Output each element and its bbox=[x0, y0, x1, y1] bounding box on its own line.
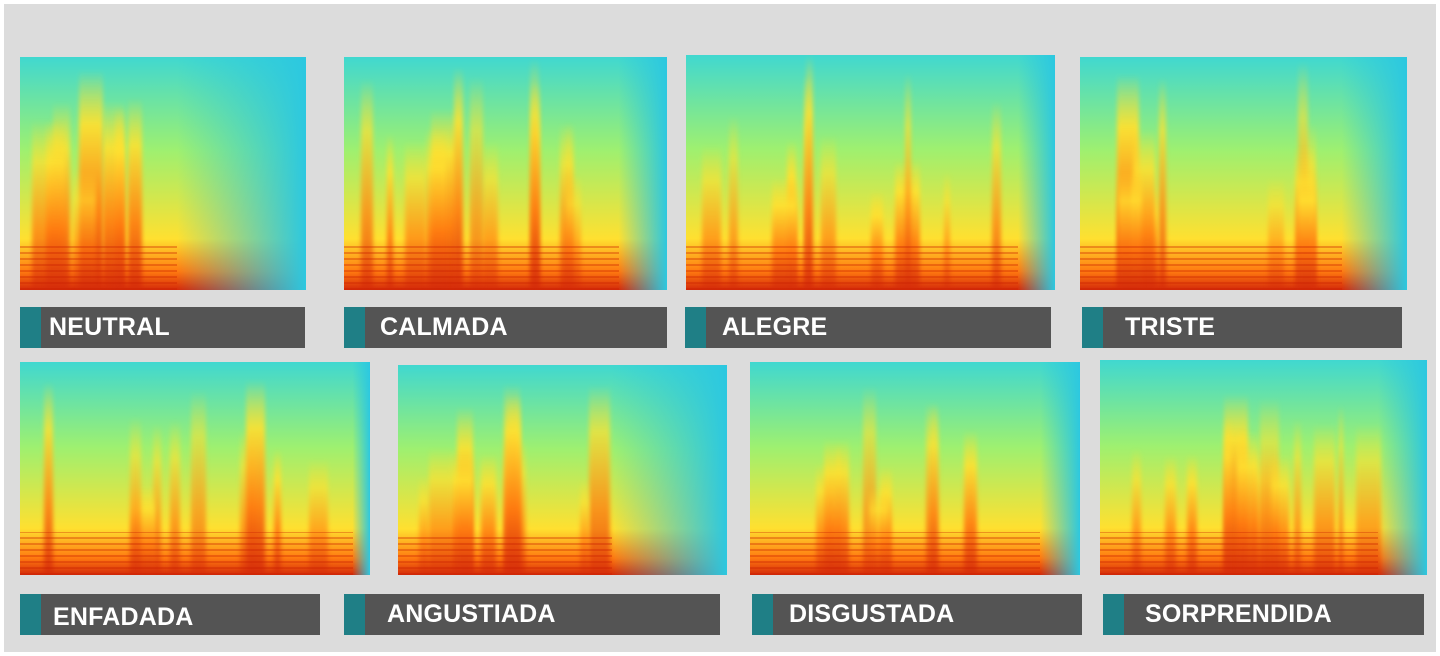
spectrogram-harmonics bbox=[20, 243, 178, 290]
spectrogram-enfadada bbox=[20, 362, 370, 575]
spectrogram-band bbox=[504, 384, 520, 575]
label-text: DISGUSTADA bbox=[789, 600, 955, 628]
spectrogram-sorprendida bbox=[1100, 360, 1427, 575]
spectrogram-band bbox=[588, 384, 610, 575]
spectrogram-band bbox=[580, 479, 590, 575]
spectrogram-neutral bbox=[20, 57, 306, 290]
spectrogram-band bbox=[425, 128, 447, 290]
spectrogram-harmonics bbox=[20, 532, 353, 575]
accent-tab bbox=[344, 594, 365, 635]
spectrogram-angustiada bbox=[398, 365, 727, 575]
spectrogram-band bbox=[1118, 170, 1143, 290]
spectrogram-band bbox=[190, 389, 207, 575]
spectrogram-band bbox=[152, 423, 161, 575]
spectrogram-band bbox=[129, 416, 142, 575]
spectrogram-band bbox=[454, 66, 464, 290]
spectrogram-band bbox=[820, 134, 837, 290]
spectrogram-band bbox=[273, 449, 281, 575]
accent-tab bbox=[685, 307, 706, 348]
label-text: ANGUSTIADA bbox=[387, 600, 556, 628]
label-text: SORPRENDIDA bbox=[1145, 600, 1332, 628]
spectrogram-band bbox=[470, 76, 483, 290]
spectrogram-band bbox=[128, 98, 143, 290]
spectrogram-band bbox=[868, 487, 889, 575]
spectrogram-band bbox=[905, 72, 912, 290]
label-sorprendida: SORPRENDIDA bbox=[1103, 594, 1424, 635]
label-alegre: ALEGRE bbox=[685, 307, 1051, 348]
spectrogram-band bbox=[309, 459, 329, 575]
spectrogram-band bbox=[729, 114, 738, 290]
spectrogram-band bbox=[1356, 423, 1382, 575]
accent-tab bbox=[1103, 594, 1124, 635]
spectrogram-band bbox=[565, 175, 582, 290]
spectrogram-band bbox=[170, 420, 181, 575]
spectrogram-harmonics bbox=[1100, 532, 1378, 575]
spectrogram-band bbox=[246, 379, 266, 575]
spectrogram-band bbox=[1187, 454, 1198, 575]
spectrogram-triste bbox=[1080, 57, 1407, 290]
label-text: NEUTRAL bbox=[49, 313, 170, 341]
spectrogram-alegre bbox=[686, 55, 1055, 290]
spectrogram-band bbox=[418, 476, 429, 575]
spectrogram-band bbox=[806, 55, 814, 290]
label-text: ENFADADA bbox=[53, 603, 194, 631]
label-angustiada: ANGUSTIADA bbox=[344, 594, 720, 635]
label-triste: TRISTE bbox=[1082, 307, 1402, 348]
spectrogram-band bbox=[530, 58, 539, 290]
spectrogram-band bbox=[43, 381, 54, 575]
spectrogram-band bbox=[1164, 454, 1176, 575]
spectrogram-band bbox=[73, 169, 97, 290]
accent-tab bbox=[1082, 307, 1103, 348]
label-enfadada: ENFADADA bbox=[20, 594, 320, 635]
spectrogram-harmonics bbox=[750, 532, 1041, 575]
spectrogram-disgustada bbox=[750, 362, 1080, 575]
spectrogram-band bbox=[1338, 405, 1344, 575]
spectrogram-band bbox=[963, 430, 977, 575]
spectrogram-harmonics bbox=[1080, 243, 1342, 290]
label-disgustada: DISGUSTADA bbox=[752, 594, 1082, 635]
spectrogram-band bbox=[1158, 78, 1166, 290]
spectrogram-calmada bbox=[344, 57, 667, 290]
label-text: TRISTE bbox=[1125, 313, 1216, 341]
spectrogram-band bbox=[992, 101, 1002, 290]
label-calmada: CALMADA bbox=[344, 307, 667, 348]
spectrogram-band bbox=[386, 133, 394, 290]
spectrogram-base bbox=[344, 57, 667, 290]
spectrogram-band bbox=[1224, 417, 1232, 575]
spectrogram-band bbox=[870, 191, 884, 290]
spectrogram-band bbox=[1131, 449, 1142, 575]
spectrogram-band bbox=[480, 453, 497, 575]
accent-tab bbox=[752, 594, 773, 635]
accent-tab bbox=[344, 307, 365, 348]
spectrogram-harmonics bbox=[344, 243, 619, 290]
spectrogram-band bbox=[1313, 423, 1335, 575]
spectrogram-band bbox=[1270, 456, 1290, 575]
spectrogram-band bbox=[483, 142, 499, 290]
accent-tab bbox=[20, 307, 41, 348]
spectrogram-band bbox=[405, 140, 427, 290]
spectrogram-band bbox=[1294, 419, 1301, 575]
label-text: ALEGRE bbox=[722, 313, 828, 341]
spectrogram-band bbox=[1268, 177, 1284, 290]
label-neutral: NEUTRAL bbox=[20, 307, 305, 348]
spectrogram-base bbox=[750, 362, 1080, 575]
spectrogram-band bbox=[451, 449, 474, 575]
spectrogram-harmonics bbox=[398, 533, 612, 575]
spectrogram-band bbox=[701, 144, 722, 290]
spectrogram-harmonics bbox=[686, 243, 1019, 290]
spectrogram-band bbox=[429, 447, 452, 575]
spectrogram-band bbox=[925, 401, 937, 575]
spectrogram-band bbox=[115, 106, 125, 290]
spectrogram-band bbox=[943, 172, 950, 290]
spectrogram-band bbox=[771, 178, 797, 290]
spectrogram-band bbox=[931, 403, 939, 575]
spectrogram-band bbox=[361, 79, 374, 290]
spectrogram-band bbox=[1236, 431, 1259, 575]
label-text: CALMADA bbox=[380, 313, 508, 341]
spectrogram-band bbox=[45, 119, 65, 290]
spectrogram-band bbox=[1298, 170, 1316, 290]
spectrogram-band bbox=[824, 438, 850, 575]
accent-tab bbox=[20, 594, 41, 635]
